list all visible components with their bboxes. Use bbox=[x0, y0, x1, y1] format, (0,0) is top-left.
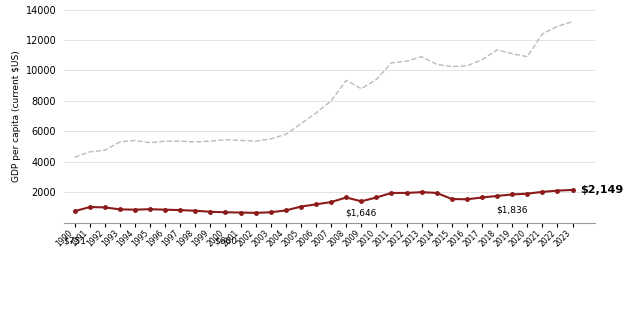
Mauritania GDP per capita (current US$) bbox=[538, 190, 546, 194]
Mauritania GDP per capita (current US$) bbox=[191, 209, 199, 213]
Text: $2,149: $2,149 bbox=[580, 185, 623, 195]
Mauritania GDP per capita (current US$) bbox=[493, 194, 501, 198]
Mauritania GDP per capita (current US$) bbox=[508, 192, 516, 196]
Mauritania GDP per capita (current US$) bbox=[463, 197, 471, 201]
World bbox=[146, 141, 154, 145]
Mauritania GDP per capita (current US$) bbox=[86, 205, 93, 209]
Mauritania GDP per capita (current US$) bbox=[478, 196, 486, 199]
Mauritania GDP per capita (current US$) bbox=[161, 208, 169, 211]
World bbox=[478, 58, 486, 62]
World bbox=[161, 139, 169, 143]
World bbox=[177, 139, 184, 143]
Mauritania GDP per capita (current US$) bbox=[433, 191, 440, 195]
Mauritania GDP per capita (current US$) bbox=[388, 191, 396, 195]
World bbox=[524, 55, 531, 59]
World bbox=[403, 59, 410, 63]
World bbox=[327, 99, 335, 103]
Mauritania GDP per capita (current US$) bbox=[101, 205, 109, 209]
Mauritania GDP per capita (current US$) bbox=[282, 209, 290, 212]
World bbox=[433, 62, 440, 66]
Text: $1,836: $1,836 bbox=[497, 205, 528, 214]
Mauritania GDP per capita (current US$) bbox=[252, 211, 259, 215]
World bbox=[207, 139, 214, 143]
World bbox=[463, 64, 471, 68]
Line: World: World bbox=[75, 22, 573, 157]
Legend: Mauritania GDP per capita (current US$), World: Mauritania GDP per capita (current US$),… bbox=[129, 317, 445, 318]
World bbox=[448, 65, 456, 68]
Mauritania GDP per capita (current US$) bbox=[237, 211, 244, 214]
Mauritania GDP per capita (current US$) bbox=[146, 207, 154, 211]
Mauritania GDP per capita (current US$) bbox=[267, 210, 275, 214]
Mauritania GDP per capita (current US$) bbox=[327, 200, 335, 204]
Line: Mauritania GDP per capita (current US$): Mauritania GDP per capita (current US$) bbox=[73, 188, 574, 215]
Mauritania GDP per capita (current US$) bbox=[116, 207, 124, 211]
World bbox=[554, 24, 561, 28]
World bbox=[221, 138, 229, 142]
Mauritania GDP per capita (current US$) bbox=[312, 203, 320, 206]
World bbox=[252, 139, 259, 143]
Mauritania GDP per capita (current US$) bbox=[569, 188, 577, 192]
World bbox=[493, 48, 501, 52]
Mauritania GDP per capita (current US$) bbox=[342, 196, 350, 199]
World bbox=[237, 139, 244, 142]
Text: $751: $751 bbox=[63, 236, 86, 245]
Y-axis label: GDP per capita (current $US): GDP per capita (current $US) bbox=[12, 50, 22, 182]
World bbox=[372, 78, 380, 81]
World bbox=[418, 55, 426, 59]
Mauritania GDP per capita (current US$) bbox=[71, 209, 79, 213]
Text: $660: $660 bbox=[214, 236, 237, 245]
World bbox=[312, 111, 320, 115]
World bbox=[297, 122, 305, 126]
World bbox=[116, 140, 124, 144]
Text: $1,646: $1,646 bbox=[346, 208, 377, 217]
Mauritania GDP per capita (current US$) bbox=[448, 197, 456, 201]
Mauritania GDP per capita (current US$) bbox=[524, 192, 531, 196]
World bbox=[282, 132, 290, 136]
World bbox=[538, 32, 546, 36]
World bbox=[342, 79, 350, 82]
World bbox=[131, 139, 139, 142]
World bbox=[388, 61, 396, 65]
Mauritania GDP per capita (current US$) bbox=[297, 205, 305, 209]
World bbox=[101, 149, 109, 152]
Mauritania GDP per capita (current US$) bbox=[418, 190, 426, 194]
Mauritania GDP per capita (current US$) bbox=[403, 191, 410, 195]
World bbox=[569, 20, 577, 24]
World bbox=[508, 52, 516, 56]
Mauritania GDP per capita (current US$) bbox=[131, 208, 139, 211]
World bbox=[71, 155, 79, 159]
Mauritania GDP per capita (current US$) bbox=[372, 196, 380, 199]
Mauritania GDP per capita (current US$) bbox=[221, 210, 229, 214]
Mauritania GDP per capita (current US$) bbox=[358, 199, 365, 203]
World bbox=[191, 140, 199, 144]
World bbox=[358, 87, 365, 91]
Mauritania GDP per capita (current US$) bbox=[177, 208, 184, 212]
Mauritania GDP per capita (current US$) bbox=[554, 189, 561, 192]
World bbox=[267, 137, 275, 141]
Mauritania GDP per capita (current US$) bbox=[207, 210, 214, 214]
World bbox=[86, 150, 93, 154]
